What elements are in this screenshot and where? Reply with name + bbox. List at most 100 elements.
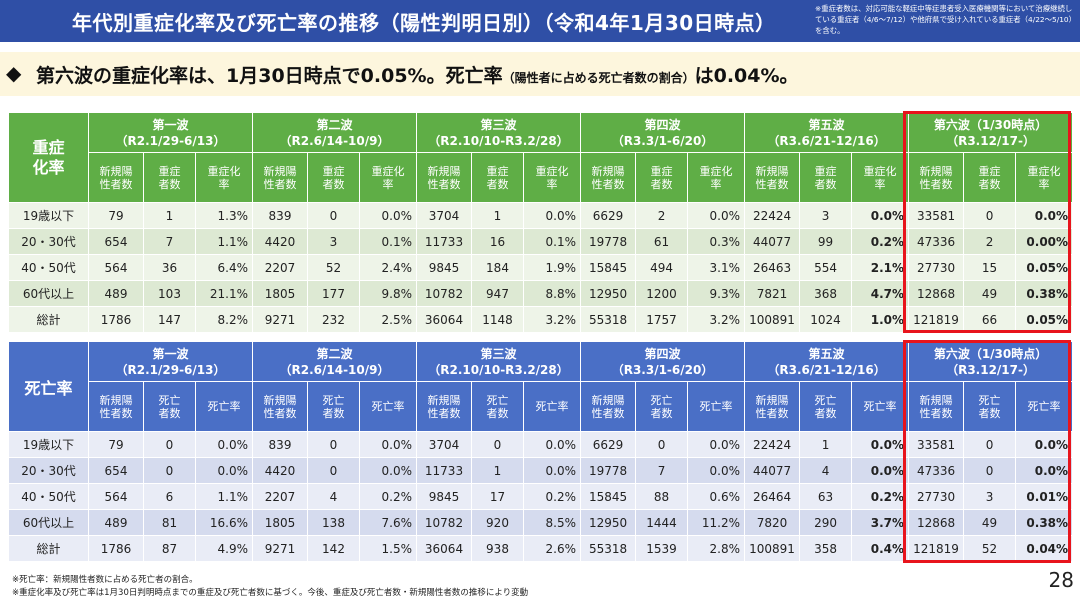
wave-name: 第四波 xyxy=(644,117,681,132)
table-cell: 489 xyxy=(88,280,144,307)
column-header-text: 重症者数 xyxy=(322,164,345,191)
table-cell: 36 xyxy=(143,254,196,281)
severe-column-header: 重症化率 xyxy=(687,152,746,203)
column-header-text: 死亡者数 xyxy=(650,393,673,420)
column-header-text: 死亡率 xyxy=(699,400,733,413)
death-column-header: 死亡率 xyxy=(1015,381,1074,432)
column-header-text: 重症化率 xyxy=(535,164,569,191)
table-row: 40・50代 564 6 1.1% 2207 4 0.2% 9845 17 0.2% 15845 88… xyxy=(8,483,1074,510)
row-label: 総計 xyxy=(8,306,89,333)
column-header-text: 新規陽性者数 xyxy=(591,164,625,191)
table-cell: 7.6% xyxy=(359,509,417,536)
table-cell: 938 xyxy=(471,535,524,562)
table-cell: 47336 xyxy=(908,457,965,484)
death-column-header: 新規陽性者数 xyxy=(908,381,965,432)
column-header-text: 重症化率 xyxy=(371,164,405,191)
row-label: 60代以上 xyxy=(8,509,89,536)
severe-column-header: 重症化率 xyxy=(359,152,417,203)
table-cell: 1.0% xyxy=(851,306,910,333)
table-cell: 0.3% xyxy=(687,228,746,255)
death-column-header: 死亡率 xyxy=(687,381,746,432)
table-cell: 4 xyxy=(799,457,853,484)
wave-name: 第三波 xyxy=(480,117,517,132)
severe-column-header: 新規陽性者数 xyxy=(416,152,472,203)
table-cell: 0 xyxy=(143,431,196,458)
table-cell: 79 xyxy=(88,431,144,458)
severe-wave-header: 第二波 （R2.6/14-10/9） xyxy=(252,112,417,153)
death-wave-header: 第六波（1/30時点） （R3.12/17-） xyxy=(908,341,1074,382)
table-cell: 2.6% xyxy=(522,535,582,562)
headline-tail: は0.04%。 xyxy=(694,65,799,87)
table-cell: 1444 xyxy=(635,509,689,536)
column-header-text: 死亡率 xyxy=(535,400,569,413)
column-header-text: 死亡率 xyxy=(863,400,897,413)
table-cell: 10782 xyxy=(416,280,472,307)
table-cell: 0.0% xyxy=(522,431,582,458)
table-cell: 2.4% xyxy=(359,254,417,281)
table-cell: 121819 xyxy=(908,535,965,562)
table-cell: 7 xyxy=(635,457,689,484)
table-cell: 654 xyxy=(88,228,144,255)
footnote-1: ※死亡率：新規陽性者数に占める死亡者の割合。 xyxy=(12,575,198,585)
table-cell: 0.6% xyxy=(687,483,746,510)
severe-column-header: 重症化率 xyxy=(522,152,582,203)
table-cell: 0.0% xyxy=(1015,202,1074,229)
death-column-header: 死亡率 xyxy=(195,381,253,432)
headline-paren: （陽性者に占める死亡者数の割合） xyxy=(502,71,695,85)
table-cell: 44077 xyxy=(744,228,801,255)
column-header-text: 死亡率 xyxy=(207,400,241,413)
table-cell: 16 xyxy=(471,228,524,255)
severe-column-header: 新規陽性者数 xyxy=(908,152,965,203)
death-column-header: 新規陽性者数 xyxy=(252,381,308,432)
severe-column-header: 重症者数 xyxy=(635,152,689,203)
table-cell: 11733 xyxy=(416,228,472,255)
death-column-header: 死亡率 xyxy=(851,381,910,432)
wave-name: 第六波（1/30時点） xyxy=(933,346,1048,361)
row-label: 60代以上 xyxy=(8,280,89,307)
death-column-header: 死亡者数 xyxy=(471,381,524,432)
table-cell: 63 xyxy=(799,483,853,510)
page-title: 年代別重症化率及び死亡率の推移（陽性判明日別）（令和4年1月30日時点） xyxy=(72,11,776,35)
table-cell: 103 xyxy=(143,280,196,307)
wave-name: 第三波 xyxy=(480,346,517,361)
death-wave-header: 第五波 （R3.6/21-12/16） xyxy=(744,341,910,382)
death-corner-label: 死亡率 xyxy=(8,341,89,432)
severe-column-header: 新規陽性者数 xyxy=(252,152,308,203)
table-cell: 1148 xyxy=(471,306,524,333)
column-header-text: 新規陽性者数 xyxy=(99,164,133,191)
table-cell: 1 xyxy=(471,202,524,229)
table-cell: 55318 xyxy=(580,306,637,333)
wave-period: （R2.10/10-R3.2/28） xyxy=(428,133,569,148)
table-cell: 0.0% xyxy=(1015,457,1074,484)
table-cell: 920 xyxy=(471,509,524,536)
table-cell: 0.0% xyxy=(359,457,417,484)
table-cell: 0.0% xyxy=(522,202,582,229)
table-cell: 0.0% xyxy=(522,457,582,484)
severe-column-header: 重症者数 xyxy=(307,152,360,203)
table-cell: 3.7% xyxy=(851,509,910,536)
table-cell: 4.9% xyxy=(195,535,253,562)
table-cell: 0.0% xyxy=(687,431,746,458)
table-cell: 19778 xyxy=(580,228,637,255)
severe-rate-table: 重症化率 第一波 （R2.1/29-6/13） 第二波 （R2.6/14-10/9） 第三… xyxy=(8,112,1074,333)
table-cell: 232 xyxy=(307,306,360,333)
severe-column-header: 重症化率 xyxy=(195,152,253,203)
table-cell: 6629 xyxy=(580,431,637,458)
table-cell: 7 xyxy=(143,228,196,255)
table-cell: 0 xyxy=(307,431,360,458)
table-cell: 8.2% xyxy=(195,306,253,333)
wave-period: （R3.12/17-） xyxy=(946,133,1035,148)
table-cell: 3 xyxy=(307,228,360,255)
severe-wave-header: 第一波 （R2.1/29-6/13） xyxy=(88,112,253,153)
row-label: 総計 xyxy=(8,535,89,562)
table-cell: 0.0% xyxy=(851,202,910,229)
death-wave-header: 第二波 （R2.6/14-10/9） xyxy=(252,341,417,382)
column-header-text: 重症化率 xyxy=(699,164,733,191)
severe-corner-label: 重症化率 xyxy=(8,112,89,203)
table-row: 19歳以下 79 0 0.0% 839 0 0.0% 3704 0 0.0% 6629 0 0.0% 22… xyxy=(8,431,1074,458)
column-header-text: 死亡者数 xyxy=(486,393,509,420)
row-label: 20・30代 xyxy=(8,228,89,255)
column-header-text: 新規陽性者数 xyxy=(99,393,133,420)
table-cell: 0.01% xyxy=(1015,483,1074,510)
table-cell: 0.0% xyxy=(359,202,417,229)
